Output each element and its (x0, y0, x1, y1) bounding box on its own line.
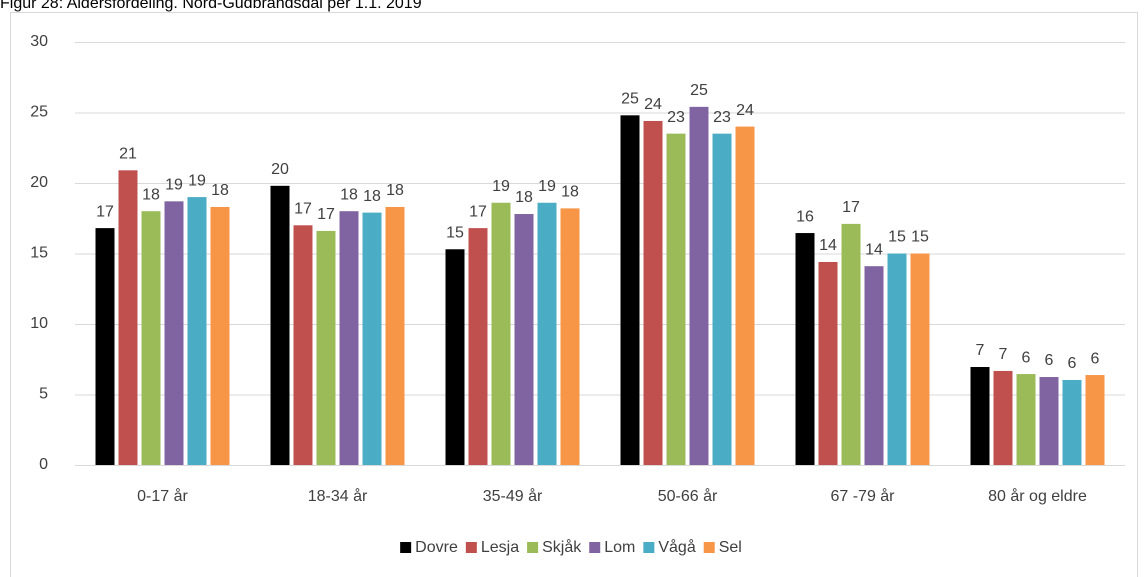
data-label: 15 (888, 229, 906, 246)
chart-title: Figur 28: Aldersfordeling. Nord-Gudbrand… (0, 0, 422, 12)
legend-swatch (465, 542, 477, 553)
bar (1085, 375, 1105, 465)
data-label: 15 (446, 224, 464, 241)
data-label: 18 (515, 189, 533, 206)
bar (712, 133, 732, 465)
data-label: 18 (561, 184, 579, 201)
data-label: 20 (271, 161, 289, 178)
data-label: 21 (119, 146, 137, 163)
legend-label: Skjåk (542, 538, 582, 556)
bar (643, 120, 663, 466)
data-label: 16 (796, 208, 814, 225)
bar (795, 233, 815, 465)
legend-swatch (400, 542, 412, 553)
data-label: 19 (165, 177, 183, 194)
bar (970, 367, 990, 465)
legend-swatch (527, 542, 539, 553)
legend-label: Dovre (415, 539, 458, 556)
bar (164, 201, 184, 465)
data-label: 17 (317, 206, 335, 223)
x-tick-label: 80 år og eldre (988, 487, 1087, 505)
data-label: 7 (976, 342, 985, 359)
data-label: 6 (1091, 350, 1100, 367)
data-label: 17 (96, 203, 114, 220)
data-label: 25 (621, 91, 639, 108)
legend-swatch (643, 542, 655, 553)
bar (270, 185, 290, 465)
x-tick-label: 0-17 år (137, 487, 188, 505)
data-label: 6 (1068, 355, 1077, 372)
y-tick-label: 0 (39, 456, 48, 473)
bar (316, 230, 336, 465)
data-label: 18 (211, 182, 229, 199)
x-tick-label: 67 -79 år (830, 487, 895, 505)
data-label: 24 (644, 96, 662, 113)
data-label: 7 (999, 346, 1008, 363)
data-label: 18 (142, 186, 160, 203)
x-tick-label: 18-34 år (308, 487, 368, 505)
bar (993, 370, 1013, 465)
data-label: 15 (911, 229, 929, 246)
y-tick-label: 30 (30, 33, 48, 50)
data-label: 14 (865, 241, 883, 258)
y-tick-label: 20 (30, 174, 48, 191)
bar (1039, 377, 1059, 465)
bar (666, 133, 686, 465)
legend-label: Vågå (658, 538, 695, 556)
data-label: 18 (386, 182, 404, 199)
y-tick-label: 25 (30, 104, 48, 121)
bar (468, 228, 488, 465)
bar (887, 253, 907, 465)
bar (385, 206, 405, 465)
data-label: 17 (842, 199, 860, 216)
y-tick-label: 15 (30, 245, 48, 262)
bar (491, 202, 511, 466)
data-label: 14 (819, 237, 837, 254)
data-label: 18 (340, 186, 358, 203)
data-label: 17 (294, 201, 312, 218)
data-label: 23 (713, 109, 731, 126)
legend-label: Lom (604, 539, 635, 556)
legend-label: Lesja (481, 539, 519, 556)
legend-swatch (703, 542, 715, 553)
bar (910, 253, 930, 465)
bar (339, 211, 359, 465)
bar (362, 212, 382, 465)
bar (735, 126, 755, 465)
bar (689, 106, 709, 466)
legend-swatch (589, 542, 601, 553)
bar (841, 223, 861, 465)
data-label: 18 (363, 188, 381, 205)
data-label: 6 (1022, 349, 1031, 366)
bar (514, 214, 534, 465)
bar (118, 170, 138, 465)
y-tick-label: 5 (39, 386, 48, 403)
data-label: 19 (538, 178, 556, 195)
data-label: 24 (736, 102, 754, 119)
bar (818, 261, 838, 465)
bar (1016, 374, 1036, 465)
bar (187, 197, 207, 465)
x-tick-label: 35-49 år (483, 487, 543, 505)
y-tick-label: 10 (30, 315, 48, 332)
bar (560, 208, 580, 465)
bar (1062, 379, 1082, 465)
x-tick-label: 50-66 år (658, 487, 718, 505)
data-label: 19 (188, 172, 206, 189)
bar (210, 206, 230, 465)
data-label: 6 (1045, 352, 1054, 369)
bar (620, 115, 640, 465)
bar (293, 225, 313, 465)
bar (864, 266, 884, 465)
data-label: 23 (667, 109, 685, 126)
data-label: 19 (492, 178, 510, 195)
data-label: 17 (469, 203, 487, 220)
bar (537, 202, 557, 466)
data-label: 25 (690, 82, 708, 99)
bar (95, 228, 115, 465)
bar (141, 211, 161, 465)
legend-label: Sel (719, 539, 742, 556)
bar (445, 249, 465, 465)
